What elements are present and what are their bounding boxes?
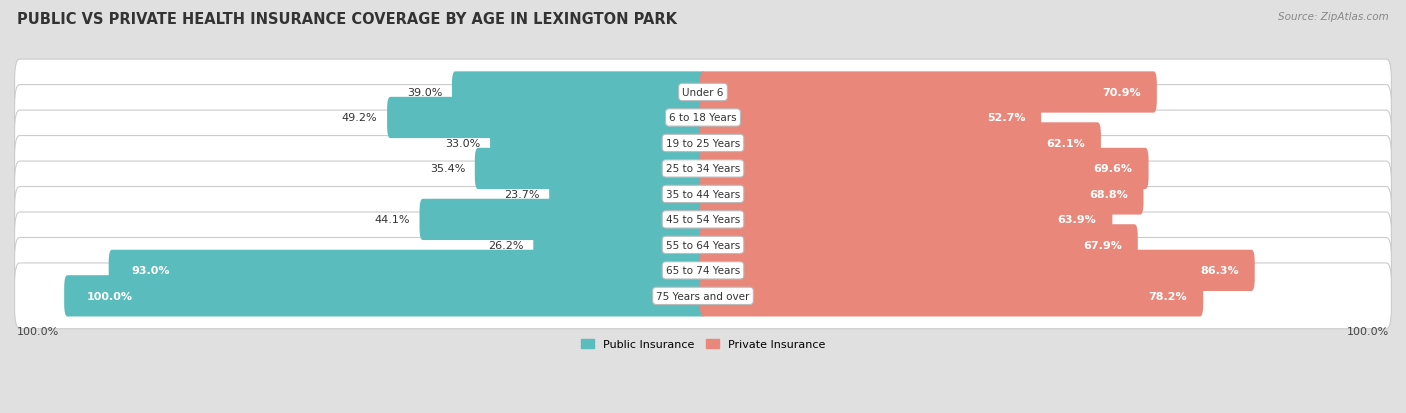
- Text: 86.3%: 86.3%: [1201, 266, 1239, 276]
- Text: 35 to 44 Years: 35 to 44 Years: [666, 190, 740, 199]
- Text: 93.0%: 93.0%: [131, 266, 170, 276]
- Text: 100.0%: 100.0%: [1347, 327, 1389, 337]
- FancyBboxPatch shape: [14, 85, 1392, 151]
- FancyBboxPatch shape: [451, 72, 706, 113]
- FancyBboxPatch shape: [14, 136, 1392, 202]
- Text: 6 to 18 Years: 6 to 18 Years: [669, 113, 737, 123]
- FancyBboxPatch shape: [14, 263, 1392, 329]
- FancyBboxPatch shape: [700, 72, 1157, 113]
- FancyBboxPatch shape: [475, 148, 706, 190]
- FancyBboxPatch shape: [700, 174, 1143, 215]
- Text: 49.2%: 49.2%: [342, 113, 378, 123]
- FancyBboxPatch shape: [700, 199, 1112, 240]
- Text: 19 to 25 Years: 19 to 25 Years: [666, 139, 740, 149]
- FancyBboxPatch shape: [387, 97, 706, 139]
- FancyBboxPatch shape: [14, 161, 1392, 227]
- FancyBboxPatch shape: [14, 60, 1392, 126]
- FancyBboxPatch shape: [14, 238, 1392, 304]
- FancyBboxPatch shape: [491, 123, 706, 164]
- Text: 69.6%: 69.6%: [1094, 164, 1133, 174]
- Text: 55 to 64 Years: 55 to 64 Years: [666, 240, 740, 250]
- Text: 52.7%: 52.7%: [987, 113, 1025, 123]
- FancyBboxPatch shape: [700, 275, 1204, 317]
- FancyBboxPatch shape: [14, 111, 1392, 176]
- Text: PUBLIC VS PRIVATE HEALTH INSURANCE COVERAGE BY AGE IN LEXINGTON PARK: PUBLIC VS PRIVATE HEALTH INSURANCE COVER…: [17, 12, 676, 27]
- FancyBboxPatch shape: [533, 225, 706, 266]
- Text: 23.7%: 23.7%: [505, 190, 540, 199]
- Text: 65 to 74 Years: 65 to 74 Years: [666, 266, 740, 276]
- Text: 26.2%: 26.2%: [488, 240, 524, 250]
- FancyBboxPatch shape: [419, 199, 706, 240]
- FancyBboxPatch shape: [108, 250, 706, 291]
- Text: 39.0%: 39.0%: [406, 88, 443, 98]
- FancyBboxPatch shape: [700, 225, 1137, 266]
- FancyBboxPatch shape: [700, 123, 1101, 164]
- Text: Source: ZipAtlas.com: Source: ZipAtlas.com: [1278, 12, 1389, 22]
- Text: 100.0%: 100.0%: [17, 327, 59, 337]
- Text: 35.4%: 35.4%: [430, 164, 465, 174]
- Text: 33.0%: 33.0%: [446, 139, 481, 149]
- Text: 45 to 54 Years: 45 to 54 Years: [666, 215, 740, 225]
- Text: 62.1%: 62.1%: [1046, 139, 1085, 149]
- Text: 68.8%: 68.8%: [1088, 190, 1128, 199]
- FancyBboxPatch shape: [700, 148, 1149, 190]
- FancyBboxPatch shape: [550, 174, 706, 215]
- Text: 63.9%: 63.9%: [1057, 215, 1097, 225]
- Text: 75 Years and over: 75 Years and over: [657, 291, 749, 301]
- Text: 78.2%: 78.2%: [1149, 291, 1187, 301]
- Text: 44.1%: 44.1%: [374, 215, 411, 225]
- Text: 67.9%: 67.9%: [1083, 240, 1122, 250]
- FancyBboxPatch shape: [700, 97, 1042, 139]
- Text: 70.9%: 70.9%: [1102, 88, 1140, 98]
- FancyBboxPatch shape: [700, 250, 1254, 291]
- Text: Under 6: Under 6: [682, 88, 724, 98]
- FancyBboxPatch shape: [65, 275, 706, 317]
- Text: 25 to 34 Years: 25 to 34 Years: [666, 164, 740, 174]
- FancyBboxPatch shape: [14, 213, 1392, 278]
- Text: 100.0%: 100.0%: [86, 291, 132, 301]
- Legend: Public Insurance, Private Insurance: Public Insurance, Private Insurance: [576, 335, 830, 354]
- FancyBboxPatch shape: [14, 187, 1392, 253]
